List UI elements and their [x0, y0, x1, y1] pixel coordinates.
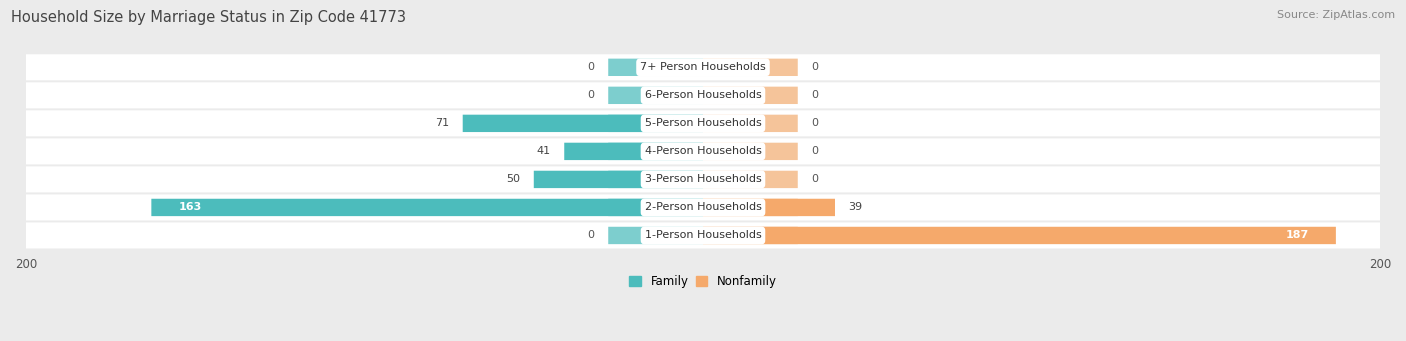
FancyBboxPatch shape [609, 199, 703, 216]
FancyBboxPatch shape [20, 110, 1386, 136]
FancyBboxPatch shape [20, 166, 1386, 192]
FancyBboxPatch shape [703, 199, 835, 216]
Text: 0: 0 [811, 174, 818, 184]
FancyBboxPatch shape [703, 143, 797, 160]
FancyBboxPatch shape [703, 59, 797, 76]
Text: 71: 71 [434, 118, 449, 128]
FancyBboxPatch shape [564, 143, 703, 160]
FancyBboxPatch shape [609, 115, 703, 132]
FancyBboxPatch shape [20, 222, 1386, 249]
Text: 3-Person Households: 3-Person Households [644, 174, 762, 184]
FancyBboxPatch shape [703, 171, 797, 188]
Text: 50: 50 [506, 174, 520, 184]
FancyBboxPatch shape [609, 59, 703, 76]
FancyBboxPatch shape [463, 115, 703, 132]
FancyBboxPatch shape [20, 54, 1386, 80]
Text: 5-Person Households: 5-Person Households [644, 118, 762, 128]
Text: 0: 0 [588, 90, 595, 100]
FancyBboxPatch shape [703, 115, 797, 132]
Text: 7+ Person Households: 7+ Person Households [640, 62, 766, 72]
FancyBboxPatch shape [152, 199, 703, 216]
FancyBboxPatch shape [609, 87, 703, 104]
Text: 2-Person Households: 2-Person Households [644, 203, 762, 212]
Legend: Family, Nonfamily: Family, Nonfamily [624, 270, 782, 293]
FancyBboxPatch shape [609, 143, 703, 160]
FancyBboxPatch shape [703, 227, 1336, 244]
FancyBboxPatch shape [20, 138, 1386, 164]
Text: 0: 0 [811, 90, 818, 100]
Text: 187: 187 [1285, 231, 1309, 240]
Text: 0: 0 [588, 231, 595, 240]
FancyBboxPatch shape [534, 171, 703, 188]
Text: Source: ZipAtlas.com: Source: ZipAtlas.com [1277, 10, 1395, 20]
Text: 41: 41 [537, 146, 551, 157]
FancyBboxPatch shape [609, 171, 703, 188]
Text: 4-Person Households: 4-Person Households [644, 146, 762, 157]
Text: 0: 0 [588, 62, 595, 72]
Text: 6-Person Households: 6-Person Households [644, 90, 762, 100]
Text: 39: 39 [849, 203, 863, 212]
FancyBboxPatch shape [20, 82, 1386, 108]
FancyBboxPatch shape [703, 199, 797, 216]
Text: 0: 0 [811, 146, 818, 157]
FancyBboxPatch shape [703, 227, 797, 244]
Text: 0: 0 [811, 62, 818, 72]
Text: 0: 0 [811, 118, 818, 128]
FancyBboxPatch shape [609, 227, 703, 244]
Text: 1-Person Households: 1-Person Households [644, 231, 762, 240]
Text: Household Size by Marriage Status in Zip Code 41773: Household Size by Marriage Status in Zip… [11, 10, 406, 25]
FancyBboxPatch shape [703, 87, 797, 104]
FancyBboxPatch shape [20, 194, 1386, 221]
Text: 163: 163 [179, 203, 201, 212]
